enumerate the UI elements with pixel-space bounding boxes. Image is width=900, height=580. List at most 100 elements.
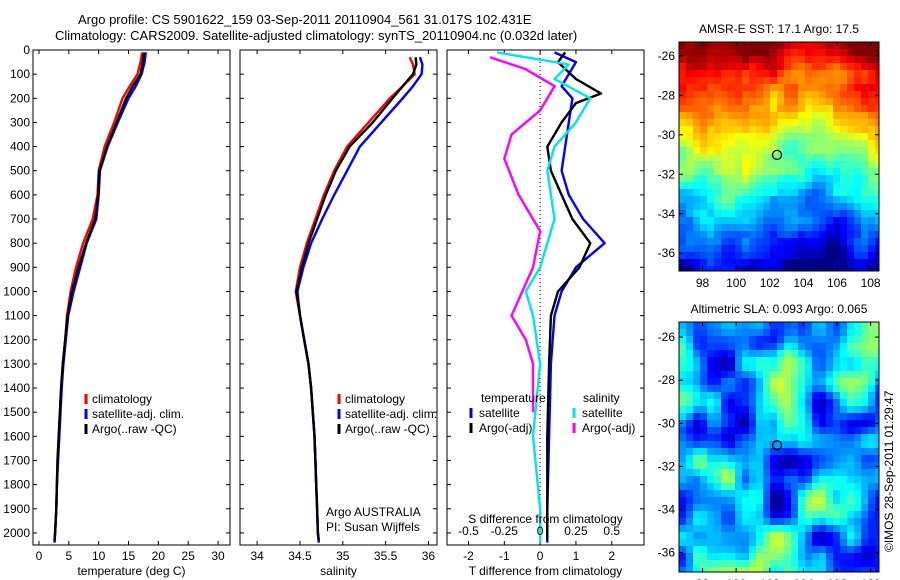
sla-heatmap-cell	[784, 532, 792, 540]
sst-heatmap-cell	[735, 56, 743, 64]
sla-heatmap-cell	[812, 553, 820, 561]
sla-heatmap-cell	[714, 378, 722, 386]
sla-lon-label: 106	[827, 577, 847, 580]
sst-heatmap-cell	[756, 98, 764, 106]
sst-heatmap-cell	[805, 238, 813, 246]
sst-heatmap-cell	[714, 161, 722, 169]
sst-heatmap-cell	[728, 56, 736, 64]
sla-heatmap-cell	[756, 406, 764, 414]
sla-heatmap-cell	[749, 476, 757, 484]
sst-heatmap-cell	[812, 77, 820, 85]
sla-heatmap-cell	[868, 462, 876, 470]
sst-heatmap-cell	[826, 77, 834, 85]
sst-heatmap-cell	[868, 42, 876, 50]
sst-heatmap-cell	[770, 63, 778, 71]
sst-heatmap-cell	[812, 91, 820, 99]
sla-heatmap-cell	[679, 525, 687, 533]
sst-heatmap-cell	[868, 175, 876, 183]
sst-lat-label: -26	[658, 49, 676, 63]
sla-heatmap-cell	[854, 469, 862, 477]
sst-heatmap-cell	[679, 196, 687, 204]
sst-heatmap-cell	[784, 224, 792, 232]
sla-heatmap-cell	[833, 539, 841, 547]
sla-heatmap-cell	[749, 336, 757, 344]
series-line-3	[489, 56, 556, 413]
sla-heatmap-cell	[868, 518, 876, 526]
sla-heatmap-cell	[868, 497, 876, 505]
sst-heatmap-cell	[686, 112, 694, 120]
sla-heatmap-cell	[721, 357, 729, 365]
sst-heatmap-cell	[742, 119, 750, 127]
sst-heatmap-cell	[812, 252, 820, 260]
sst-heatmap-cell	[875, 217, 879, 225]
sst-heatmap-cell	[868, 56, 876, 64]
sst-heatmap-cell	[679, 168, 687, 176]
sla-heatmap-cell	[700, 364, 708, 372]
sst-heatmap-cell	[686, 161, 694, 169]
sla-heatmap-cell	[854, 336, 862, 344]
sst-heatmap-cell	[770, 175, 778, 183]
sst-heatmap-cell	[833, 140, 841, 148]
sla-heatmap-cell	[854, 329, 862, 337]
sla-heatmap-cell	[875, 539, 879, 547]
sst-heatmap-cell	[770, 210, 778, 218]
sla-heatmap-cell	[770, 497, 778, 505]
sla-heatmap-cell	[784, 378, 792, 386]
sla-heatmap-cell	[777, 427, 785, 435]
sla-heatmap-cell	[784, 343, 792, 351]
sla-lon-label: 108	[861, 577, 881, 580]
sla-heatmap-cell	[847, 434, 855, 442]
sst-heatmap-cell	[784, 203, 792, 211]
sla-heatmap-cell	[875, 483, 879, 491]
sst-heatmap-cell	[875, 182, 879, 190]
sst-heatmap-cell	[784, 189, 792, 197]
sst-heatmap-cell	[833, 154, 841, 162]
sla-heatmap-cell	[875, 329, 879, 337]
sst-heatmap-cell	[854, 49, 862, 57]
sla-heatmap-cell	[861, 567, 869, 572]
sst-heatmap-cell	[784, 91, 792, 99]
sla-heatmap-cell	[826, 553, 834, 561]
sla-heatmap-cell	[875, 378, 879, 386]
sst-heatmap-cell	[756, 238, 764, 246]
sla-heatmap-cell	[714, 413, 722, 421]
sst-heatmap-cell	[756, 259, 764, 267]
sst-heatmap-cell	[686, 217, 694, 225]
sst-heatmap-cell	[686, 231, 694, 239]
sst-heatmap-cell	[721, 252, 729, 260]
sla-heatmap-cell	[693, 476, 701, 484]
sla-heatmap-cell	[854, 553, 862, 561]
sst-heatmap-cell	[756, 147, 764, 155]
sst-heatmap-cell	[679, 42, 687, 50]
sla-heatmap-cell	[707, 497, 715, 505]
sla-lat-label: -36	[658, 546, 676, 560]
sla-heatmap-cell	[875, 364, 879, 372]
sla-heatmap-cell	[735, 441, 743, 449]
salinity-diff-tick-label: -0.25	[491, 524, 519, 538]
sst-heatmap-cell	[826, 266, 834, 271]
sst-heatmap-cell	[707, 91, 715, 99]
sla-heatmap-cell	[700, 469, 708, 477]
sla-heatmap-cell	[735, 336, 743, 344]
sst-heatmap-cell	[763, 196, 771, 204]
sla-heatmap-cell	[833, 392, 841, 400]
sst-heatmap-cell	[763, 182, 771, 190]
sla-heatmap-cell	[833, 364, 841, 372]
sst-heatmap-cell	[833, 77, 841, 85]
sst-heatmap-cell	[763, 112, 771, 120]
sla-heatmap-cell	[868, 504, 876, 512]
sst-heatmap-cell	[693, 105, 701, 113]
sla-heatmap-cell	[728, 490, 736, 498]
sla-heatmap-cell	[798, 420, 806, 428]
sst-heatmap-cell	[798, 161, 806, 169]
sla-heatmap-cell	[742, 406, 750, 414]
sst-heatmap-cell	[700, 98, 708, 106]
sst-heatmap-cell	[854, 98, 862, 106]
sla-heatmap-cell	[819, 322, 827, 330]
sst-heatmap-cell	[854, 231, 862, 239]
sst-heatmap-cell	[742, 126, 750, 134]
sst-lon-label: 98	[696, 276, 710, 290]
sst-heatmap-cell	[854, 210, 862, 218]
sla-heatmap-cell	[770, 553, 778, 561]
sla-heatmap-cell	[784, 357, 792, 365]
